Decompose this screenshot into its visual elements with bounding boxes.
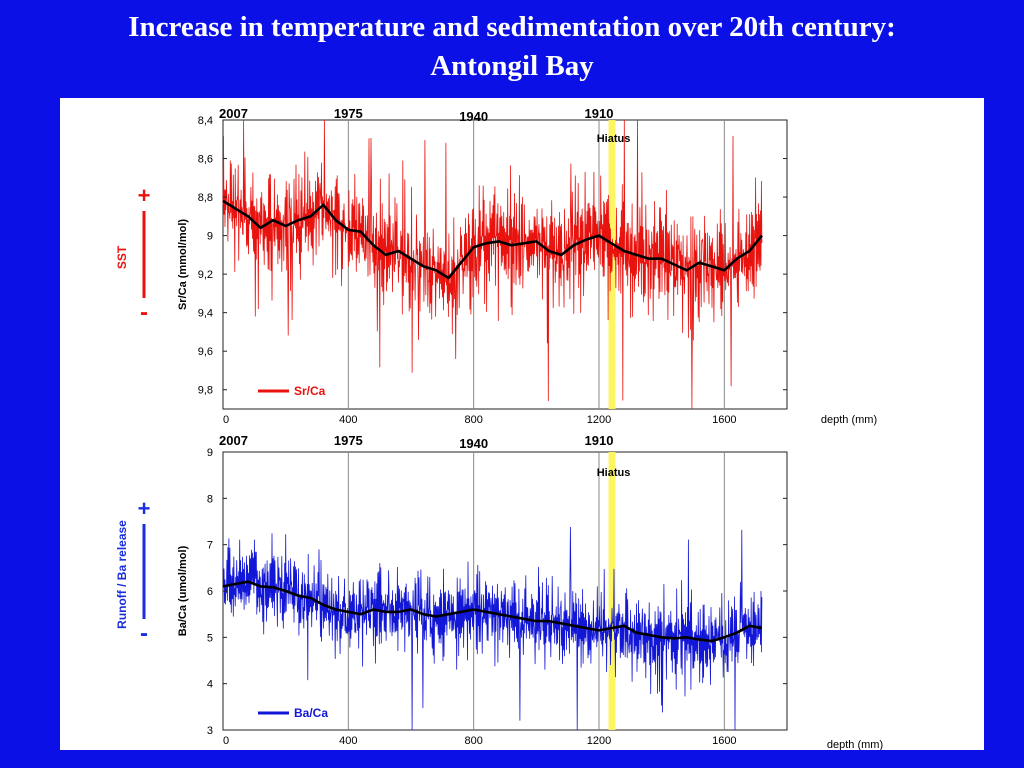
srca-chart: 8,4 8,6 8,8 9 9,2 9,4 9,6 9,8 0 400 800 1200 1600 dep… [115,106,877,426]
srca-x-tick-label: 800 [464,414,482,426]
slide-title-line2: Antongil Bay [430,50,594,82]
baca-y-axis-label: Ba/Ca (umol/mol) [177,545,189,636]
baca-x-tick-label: 800 [464,735,482,747]
baca-y-tick-label: 7 [207,540,213,552]
baca-side-minus: - [140,620,148,647]
baca-smooth-series-line [222,580,763,643]
baca-hiatus-label: Hiatus [597,467,631,479]
srca-y-tick-label: 9,6 [198,346,213,358]
baca-y-tick-label: 9 [207,447,213,459]
srca-x-tick-label: 0 [223,414,229,426]
baca-year-marker-1975: 1975 [334,433,363,448]
baca-side-label: Runoff / Ba release [115,520,129,629]
baca-x-tick-label: 400 [339,735,357,747]
baca-legend-label: Ba/Ca [294,706,328,720]
baca-raw-series-line [222,526,763,731]
srca-y-tick-label: 8,8 [198,192,213,204]
srca-smooth-series-line [222,199,763,280]
srca-y-tick-label: 9,8 [198,385,213,397]
srca-y-tick-label: 9 [207,231,213,243]
srca-side-plus: + [138,183,151,208]
srca-raw-series-line [222,119,763,410]
charts-svg: 8,4 8,6 8,8 9 9,2 9,4 9,6 9,8 0 400 800 1200 1600 dep… [115,106,883,750]
baca-y-tick-label: 8 [207,493,213,505]
baca-year-marker-1940: 1940 [459,436,488,451]
baca-y-tick-label: 6 [207,586,213,598]
srca-year-marker-1940: 1940 [459,109,488,124]
baca-x-axis-label: depth (mm) [827,739,883,750]
baca-year-marker-1910: 1910 [585,433,614,448]
srca-side-minus: - [140,299,148,326]
srca-year-marker-1910: 1910 [585,106,614,121]
baca-side-plus: + [138,496,151,521]
slide-title: Increase in temperature and sedimentatio… [0,8,1024,86]
baca-y-tick-label: 5 [207,632,213,644]
srca-x-tick-label: 400 [339,414,357,426]
baca-chart: 9 8 7 6 5 4 30 400 800 1200 1600 depth (mm) 2007 1975… [115,433,883,750]
srca-hiatus-label: Hiatus [597,133,631,145]
srca-y-tick-label: 8,4 [198,115,213,127]
baca-hiatus-band [608,452,616,730]
srca-x-tick-label: 1200 [587,414,611,426]
baca-y-tick-label: 3 [207,725,213,737]
srca-y-tick-label: 9,4 [198,308,213,320]
chart-panel: 8,4 8,6 8,8 9 9,2 9,4 9,6 9,8 0 400 800 1200 1600 dep… [60,98,984,750]
baca-x-tick-label: 1200 [587,735,611,747]
srca-y-axis-label: Sr/Ca (mmol/mol) [177,219,189,310]
srca-x-tick-label: 1600 [712,414,736,426]
baca-x-tick-label: 1600 [712,735,736,747]
srca-plot-frame [222,119,788,410]
srca-year-marker-1975: 1975 [334,106,363,121]
baca-year-marker-2007: 2007 [219,433,248,448]
baca-x-tick-label: 0 [223,735,229,747]
srca-year-marker-2007: 2007 [219,106,248,121]
baca-y-tick-label: 4 [207,679,213,691]
srca-legend-label: Sr/Ca [294,384,326,398]
slide-title-line1: Increase in temperature and sedimentatio… [128,11,896,43]
srca-side-label: SST [115,245,129,269]
srca-x-axis-label: depth (mm) [821,414,877,426]
srca-y-tick-label: 8,6 [198,154,213,166]
srca-y-tick-label: 9,2 [198,269,213,281]
